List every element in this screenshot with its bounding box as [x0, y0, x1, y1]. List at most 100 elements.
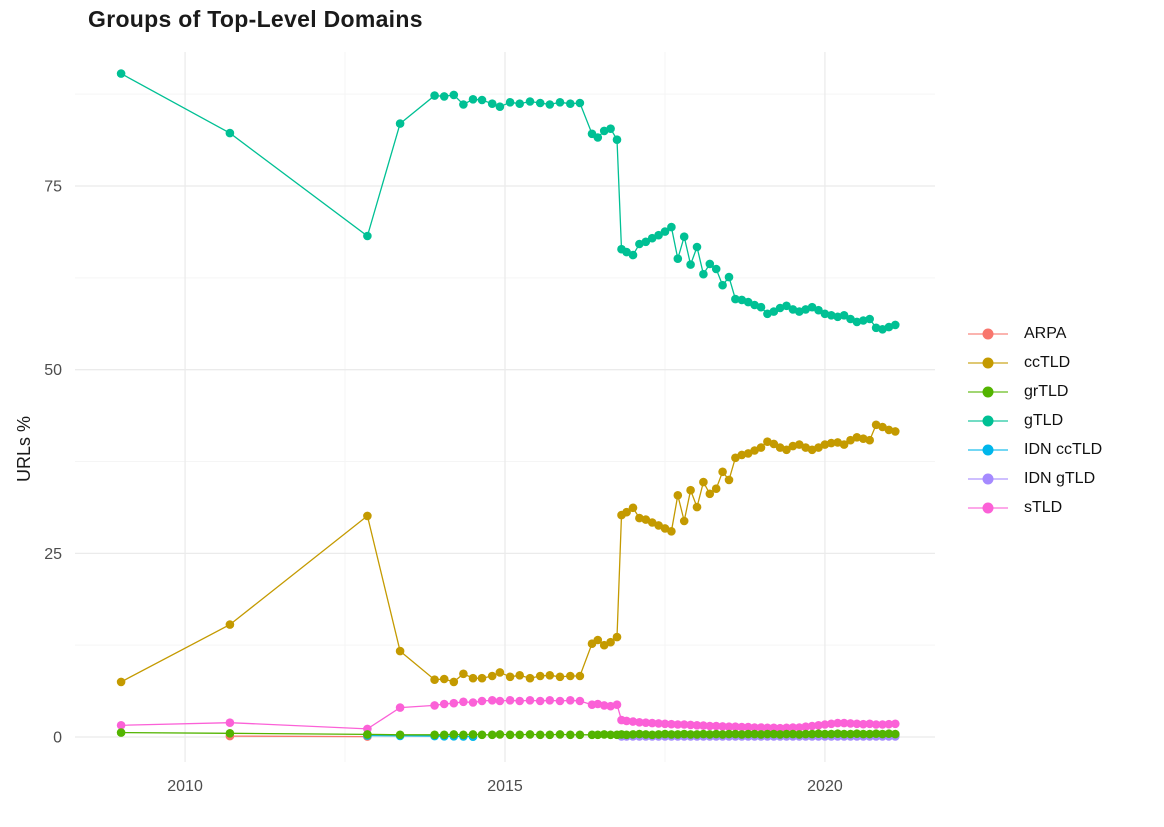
data-point-cctld — [795, 440, 804, 449]
data-point-grtld — [795, 730, 804, 739]
data-point-grtld — [724, 729, 734, 739]
data-point-stld — [699, 721, 708, 730]
legend-key-dot — [982, 328, 994, 339]
data-point-stld — [525, 696, 535, 705]
data-point-grtld — [545, 730, 555, 740]
data-point-grtld — [116, 728, 126, 737]
data-point-cctld — [846, 435, 855, 445]
data-point-cctld — [673, 491, 683, 500]
data-point-grtld — [430, 730, 439, 740]
series-line-gtld — [120, 73, 896, 330]
data-point-cctld — [363, 511, 372, 521]
data-point-gtld — [673, 254, 683, 263]
legend-key-dot — [982, 386, 994, 397]
data-point-grtld — [801, 729, 810, 739]
y-tick-label: 75 — [44, 179, 62, 196]
data-point-stld — [459, 697, 468, 707]
data-point-grtld — [731, 729, 740, 739]
data-point-gtld — [769, 307, 779, 316]
data-point-cctld — [395, 646, 405, 656]
data-point-gtld — [612, 135, 622, 144]
x-tick-label: 2010 — [167, 778, 203, 795]
y-axis-title: URLs % — [14, 415, 34, 482]
data-point-gtld — [525, 97, 535, 106]
data-point-stld — [395, 703, 405, 712]
data-point-grtld — [820, 729, 830, 739]
data-point-gtld — [468, 95, 478, 104]
data-point-grtld — [487, 730, 497, 740]
legend-key-dot — [982, 444, 994, 455]
data-point-grtld — [718, 730, 727, 739]
data-point-stld — [686, 720, 695, 730]
data-point-stld — [743, 722, 753, 732]
legend-key-icon — [966, 470, 1010, 488]
data-point-stld — [737, 722, 747, 732]
data-point-grtld — [846, 729, 855, 739]
data-point-stld — [852, 719, 862, 729]
data-point-cctld — [606, 637, 615, 647]
data-point-gtld — [566, 99, 575, 108]
data-point-cctld — [575, 671, 585, 681]
data-point-stld — [884, 719, 894, 729]
data-point-cctld — [535, 671, 545, 681]
chart-title: Groups of Top-Level Domains — [88, 6, 423, 32]
data-point-cctld — [699, 477, 708, 487]
legend-label: grTLD — [1024, 382, 1069, 400]
data-point-gtld — [654, 230, 663, 240]
data-point-stld — [705, 721, 715, 731]
legend-label: sTLD — [1024, 498, 1063, 516]
data-point-stld — [495, 696, 505, 706]
data-point-grtld — [769, 729, 779, 739]
y-tick-label: 25 — [44, 546, 62, 563]
data-point-cctld — [505, 672, 515, 682]
data-point-grtld — [593, 730, 603, 740]
data-point-cctld — [718, 467, 727, 477]
data-point-gtld — [711, 264, 721, 274]
legend-item-grtld: grTLD — [966, 377, 1102, 406]
data-point-cctld — [865, 435, 874, 445]
data-point-stld — [667, 719, 676, 729]
data-point-cctld — [679, 516, 689, 526]
data-point-stld — [515, 696, 524, 706]
data-point-gtld — [477, 95, 487, 105]
data-point-grtld — [606, 730, 615, 740]
data-point-cctld — [782, 445, 791, 455]
x-tick-label: 2020 — [807, 778, 843, 795]
legend-key-icon — [966, 412, 1010, 430]
data-point-cctld — [769, 439, 779, 449]
data-point-cctld — [628, 503, 638, 513]
data-point-gtld — [545, 100, 555, 109]
data-point-cctld — [593, 635, 603, 645]
data-point-stld — [555, 696, 565, 706]
legend-key-dot — [982, 415, 994, 426]
data-point-gtld — [839, 311, 849, 320]
data-point-gtld — [459, 100, 468, 109]
data-point-grtld — [449, 730, 459, 739]
data-point-cctld — [647, 518, 657, 527]
data-point-grtld — [515, 730, 524, 740]
data-point-stld — [871, 720, 881, 729]
legend-key-dot — [982, 357, 994, 368]
data-point-gtld — [487, 99, 497, 108]
series-line-arpa — [229, 735, 368, 738]
data-point-stld — [439, 699, 449, 709]
data-point-grtld — [459, 730, 468, 740]
data-point-gtld — [116, 69, 126, 78]
data-point-gtld — [699, 269, 708, 279]
data-point-grtld — [628, 730, 638, 739]
legend-label: ARPA — [1024, 324, 1067, 342]
data-point-grtld — [750, 729, 759, 739]
data-point-grtld — [575, 730, 585, 740]
legend-key-icon — [966, 325, 1010, 343]
data-point-stld — [846, 719, 855, 728]
data-point-cctld — [599, 640, 609, 650]
data-point-stld — [679, 720, 689, 729]
data-point-stld — [641, 718, 651, 727]
data-point-gtld — [495, 102, 505, 111]
data-point-grtld — [891, 729, 900, 739]
data-point-gtld — [814, 305, 823, 315]
data-point-cctld — [468, 673, 478, 683]
data-point-stld — [711, 721, 721, 731]
data-point-gtld — [439, 92, 449, 101]
